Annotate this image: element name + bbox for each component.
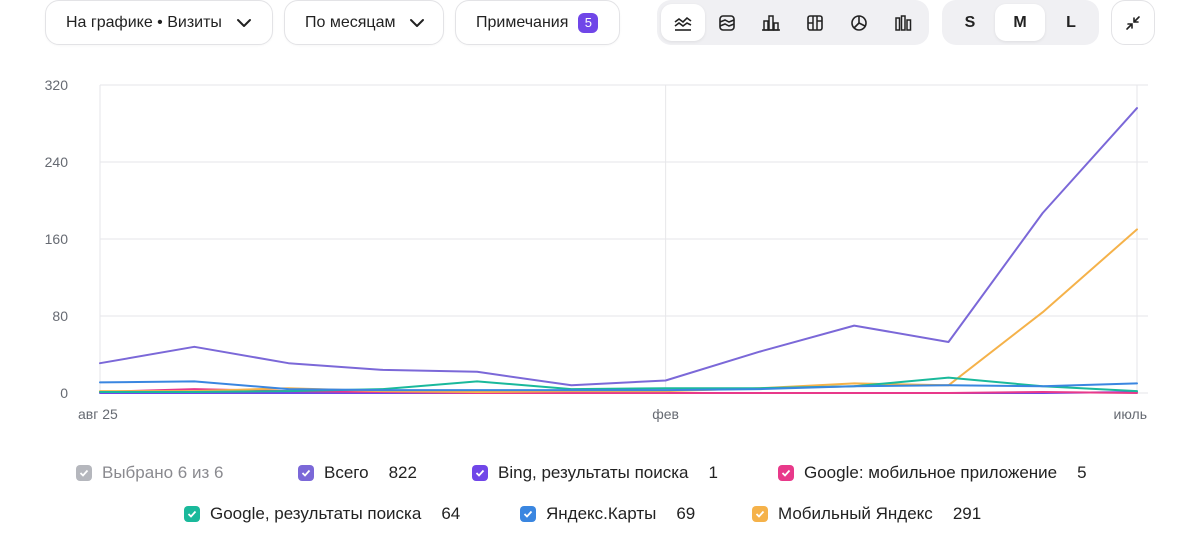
area-chart-icon <box>719 14 735 31</box>
checkbox-icon <box>752 506 768 522</box>
collapse-icon <box>1126 15 1140 30</box>
notes-button[interactable]: Примечания 5 <box>455 0 620 45</box>
size-m-button[interactable]: M <box>995 4 1045 41</box>
size-s-button[interactable]: S <box>964 13 976 31</box>
line-chart-icon <box>674 16 692 31</box>
y-tick-label: 160 <box>45 231 69 247</box>
columns-chart-icon <box>895 14 912 31</box>
visits-line-chart: 0 80 160 240 320 авг 25 фев июль <box>45 77 1148 422</box>
x-tick-label: июль <box>1114 406 1147 422</box>
checkbox-icon <box>778 465 794 481</box>
line-chart-button[interactable] <box>661 4 705 41</box>
legend-item-label: Bing, результаты поиска <box>498 463 689 482</box>
notes-label: Примечания <box>476 13 569 31</box>
legend-item-count: 1 <box>708 463 718 482</box>
checkbox-icon <box>76 465 92 481</box>
x-tick-label: авг 25 <box>78 406 118 422</box>
chart-toolbar: На графике • Визиты По месяцам Примечани… <box>0 0 1200 50</box>
legend-item-yandex-maps[interactable]: Яндекс.Карты 69 <box>520 504 695 524</box>
bar-chart-button[interactable] <box>749 4 793 41</box>
bar-chart-icon <box>762 14 780 31</box>
legend-item-count: 291 <box>952 504 982 523</box>
legend-item-label: Всего <box>324 463 369 482</box>
y-tick-label: 320 <box>45 77 69 93</box>
legend-item-google-mobile[interactable]: Google: мобильное приложение 5 <box>778 463 1087 483</box>
size-l-button[interactable]: L <box>1066 13 1076 31</box>
period-dropdown[interactable]: По месяцам <box>284 0 444 45</box>
checkbox-icon <box>184 506 200 522</box>
period-dropdown-label: По месяцам <box>305 13 396 31</box>
pie-chart-icon <box>851 14 867 31</box>
checkbox-icon <box>298 465 314 481</box>
legend-item-count: 69 <box>676 504 696 523</box>
series-line <box>99 228 1138 393</box>
chevron-down-icon <box>410 18 425 27</box>
chart-type-switcher <box>657 0 929 45</box>
stacked-columns-button[interactable] <box>793 4 837 41</box>
legend-item-label: Google, результаты поиска <box>210 504 422 523</box>
y-tick-label: 0 <box>60 385 68 401</box>
series-line <box>99 107 1138 387</box>
metric-dropdown[interactable]: На графике • Визиты <box>45 0 273 45</box>
checkbox-icon <box>472 465 488 481</box>
legend-item-label: Яндекс.Карты <box>546 504 657 523</box>
legend-item-count: 822 <box>388 463 417 482</box>
area-chart-button[interactable] <box>705 4 749 41</box>
pie-chart-button[interactable] <box>837 4 881 41</box>
notes-count-badge: 5 <box>578 12 599 33</box>
legend-item-bing[interactable]: Bing, результаты поиска 1 <box>472 463 718 483</box>
legend-item-google-search[interactable]: Google, результаты поиска 64 <box>184 504 460 524</box>
y-tick-label: 80 <box>52 308 68 324</box>
legend-item-label: Google: мобильное приложение <box>804 463 1058 482</box>
legend-item-label: Мобильный Яндекс <box>778 504 933 523</box>
legend-item-mobile-yandex[interactable]: Мобильный Яндекс 291 <box>752 504 981 524</box>
columns-chart-button[interactable] <box>881 4 925 41</box>
stacked-columns-icon <box>807 14 823 31</box>
metric-dropdown-label: На графике • Визиты <box>66 13 222 31</box>
series-line <box>99 380 1138 392</box>
checkbox-icon <box>520 506 536 522</box>
y-tick-label: 240 <box>45 154 69 170</box>
legend-select-all[interactable]: Выбрано 6 из 6 <box>76 463 223 483</box>
x-tick-label: фев <box>652 406 679 422</box>
legend-item-count: 64 <box>441 504 461 523</box>
legend-item-count: 5 <box>1077 463 1087 482</box>
series-line <box>99 376 1138 393</box>
chart-size-switcher: S M L <box>942 0 1099 45</box>
chevron-down-icon <box>236 18 251 27</box>
legend-item-total[interactable]: Всего 822 <box>298 463 417 483</box>
legend-select-all-label: Выбрано 6 из 6 <box>102 463 224 482</box>
collapse-button[interactable] <box>1111 0 1155 45</box>
